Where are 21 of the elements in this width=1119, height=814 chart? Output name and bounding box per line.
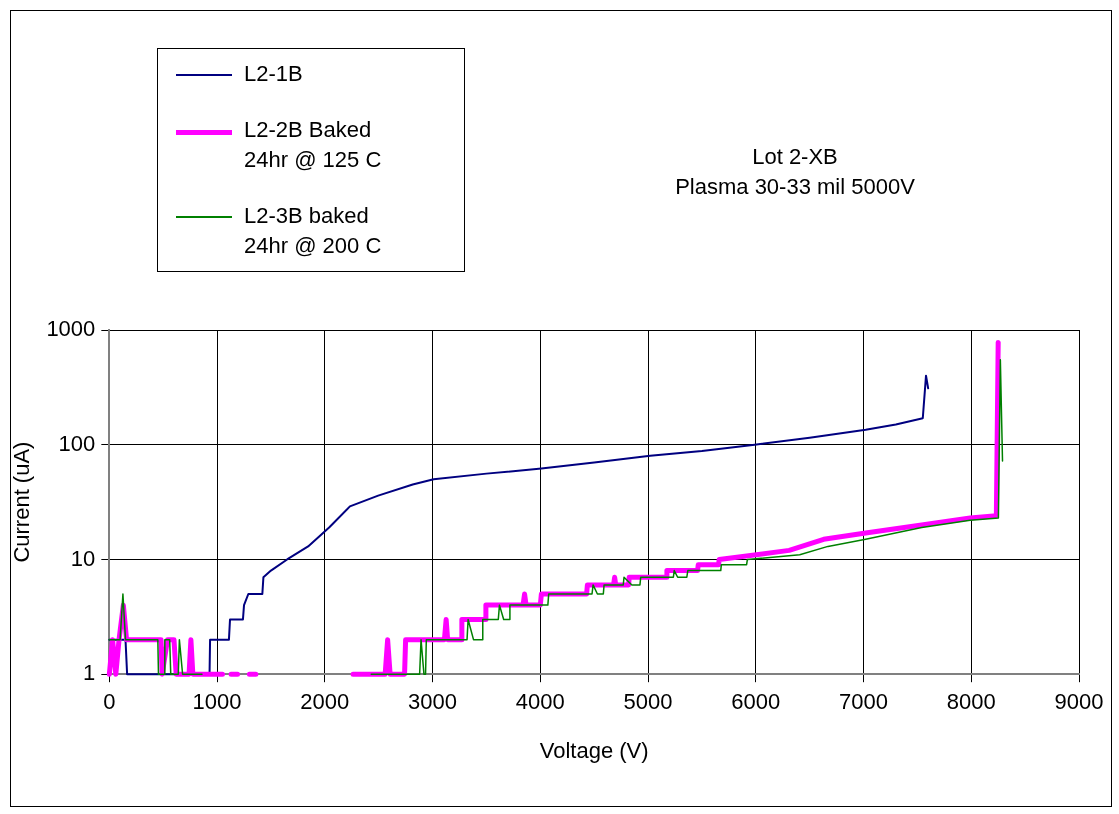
- legend-label: L2-1B: [244, 60, 304, 88]
- x-tick-label: 5000: [623, 689, 673, 715]
- y-tick-label: 10: [70, 545, 96, 571]
- legend-label: L2-3B baked 24hr @ 200 C: [244, 202, 383, 260]
- y-tick-label: 1: [83, 660, 96, 686]
- x-tick-label: 1000: [192, 689, 242, 715]
- x-tick-label: 0: [103, 689, 116, 715]
- chart-subtitle: Plasma 30-33 mil 5000V: [674, 173, 916, 201]
- x-tick-label: 8000: [946, 689, 996, 715]
- legend-label: L2-2B Baked 24hr @ 125 C: [244, 116, 383, 174]
- x-tick-label: 7000: [839, 689, 888, 715]
- y-axis-title: Current (uA): [9, 441, 35, 563]
- x-tick-label: 9000: [1054, 689, 1104, 715]
- x-tick-label: 6000: [731, 689, 781, 715]
- x-tick-label: 4000: [515, 689, 565, 715]
- x-tick-label: 3000: [408, 689, 458, 715]
- y-tick-label: 100: [58, 430, 96, 456]
- x-tick-label: 2000: [300, 689, 350, 715]
- x-axis-title: Voltage (V): [539, 737, 649, 763]
- y-tick-label: 1000: [46, 316, 96, 342]
- chart-title: Lot 2-XB: [751, 143, 839, 171]
